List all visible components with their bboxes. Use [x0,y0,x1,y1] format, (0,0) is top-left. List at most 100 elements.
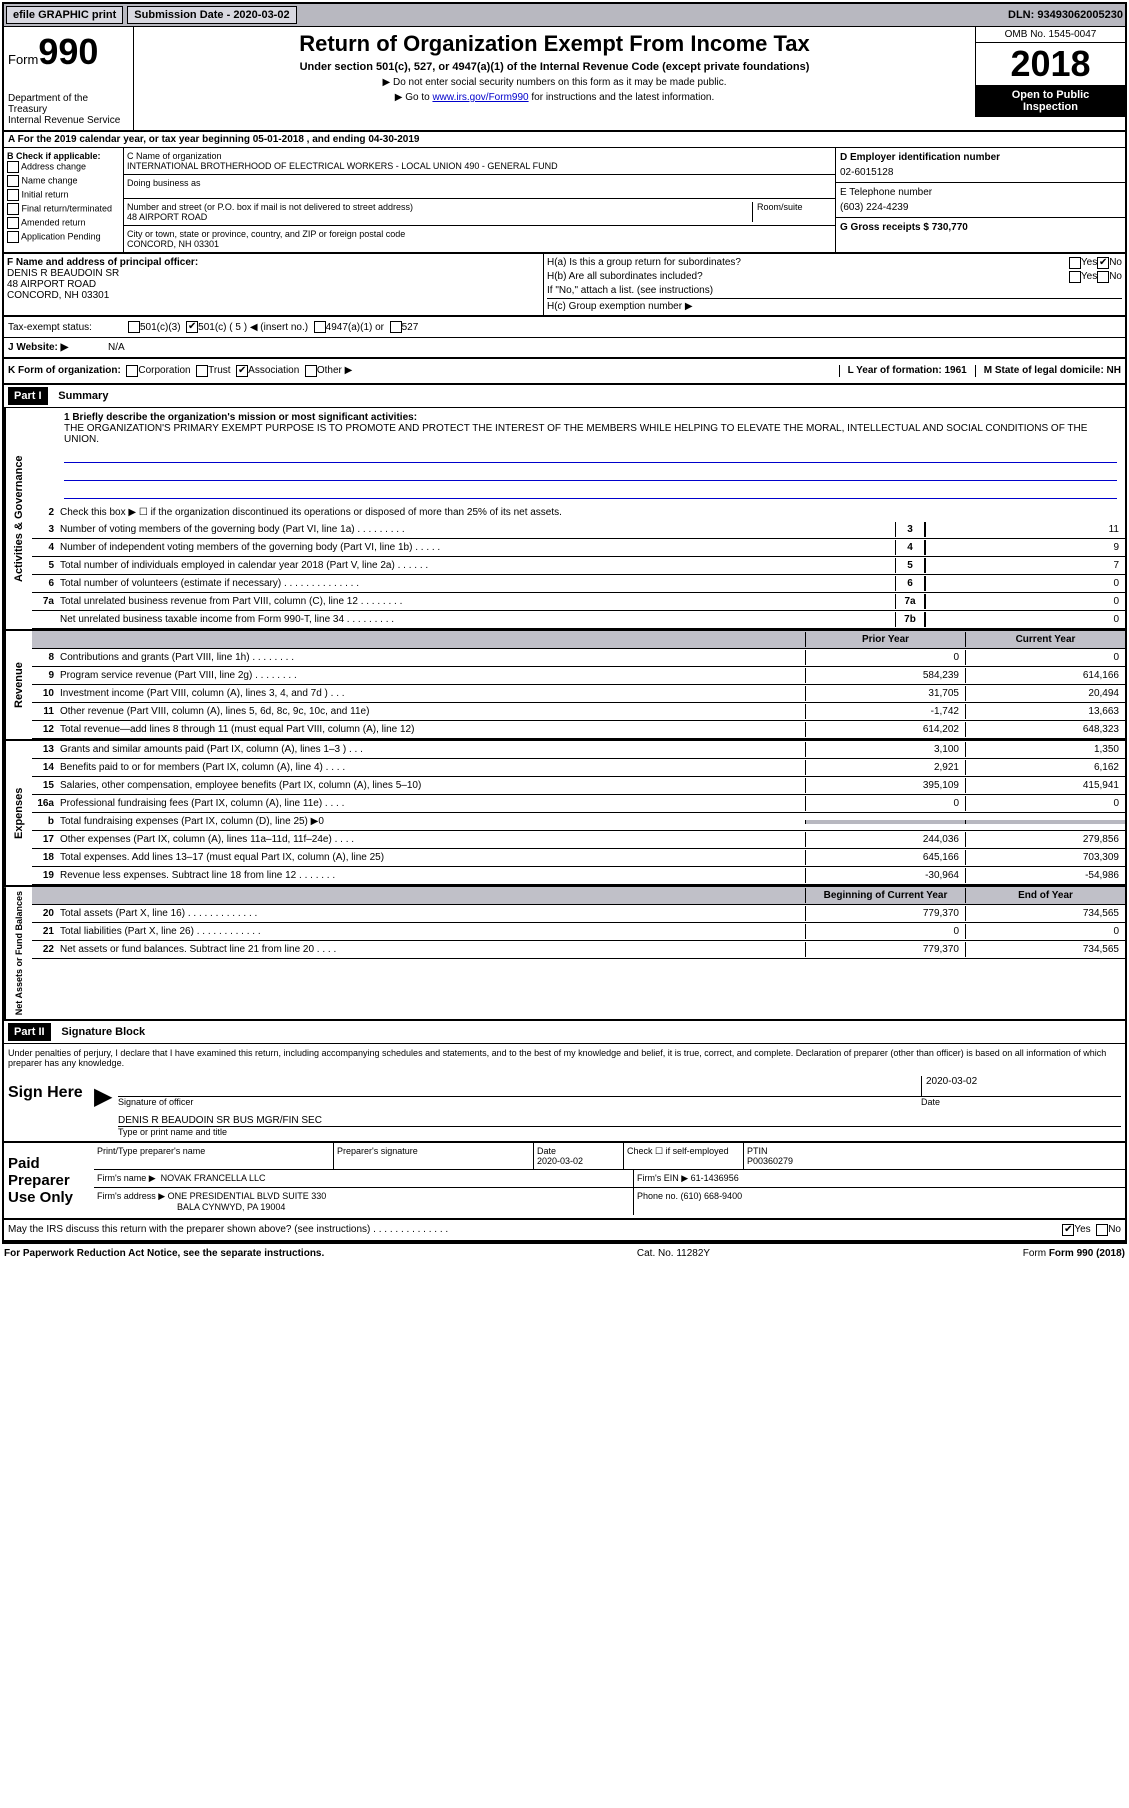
check-other[interactable] [305,365,317,377]
instr2-prefix: ▶ Go to [395,92,433,103]
check-527[interactable] [390,321,402,333]
check-assoc[interactable] [236,365,248,377]
phone-value: (603) 224-4239 [840,202,1121,213]
street-address: 48 AIRPORT ROAD [127,212,752,222]
line-num: 6 [32,578,60,589]
sig-date: 2020-03-02 [921,1076,1121,1096]
dln-label: DLN: 93493062005230 [1008,9,1123,21]
end-value: 0 [965,924,1125,939]
line1-label: 1 Briefly describe the organization's mi… [64,412,1117,423]
paid-prep-label: Paid Preparer Use Only [4,1143,94,1218]
box-num: 7b [895,612,925,627]
line-text: Benefits paid to or for members (Part IX… [60,760,805,775]
ein-value: 02-6015128 [840,167,1121,178]
submission-button[interactable]: Submission Date - 2020-03-02 [127,6,296,24]
top-bar: efile GRAPHIC print Submission Date - 20… [4,4,1125,27]
hc-label: H(c) Group exemption number ▶ [547,298,1122,312]
check-amended[interactable] [7,217,19,229]
officer-addr1: 48 AIRPORT ROAD [7,279,540,290]
main-title: Return of Organization Exempt From Incom… [138,31,971,57]
box-num: 4 [895,540,925,555]
current-value: 415,941 [965,778,1125,793]
public-1: Open to Public [980,89,1121,101]
officer-name: DENIS R BEAUDOIN SR [7,268,540,279]
part2-title: Signature Block [53,1026,145,1038]
prior-value: 614,202 [805,722,965,737]
line-text: Revenue less expenses. Subtract line 18 … [60,868,805,883]
check-trust[interactable] [196,365,208,377]
col-end: End of Year [965,888,1125,903]
k-label: K Form of organization: [8,365,121,377]
line-num: 7a [32,596,60,607]
omb-number: OMB No. 1545-0047 [975,27,1125,43]
ha-label: H(a) Is this a group return for subordin… [547,257,1069,269]
ha-yes[interactable] [1069,257,1081,269]
efile-button[interactable]: efile GRAPHIC print [6,6,123,24]
line-text: Salaries, other compensation, employee b… [60,778,805,793]
prep-name-label: Print/Type preparer's name [94,1143,334,1169]
line-value: 7 [925,558,1125,573]
hb-note: If "No," attach a list. (see instruction… [547,285,1122,296]
discuss-yes[interactable] [1062,1224,1074,1236]
line2-text: Check this box ▶ ☐ if the organization d… [60,505,1125,520]
current-value: -54,986 [965,868,1125,883]
current-value [965,820,1125,824]
form-label: Form [8,52,38,67]
check-501c[interactable] [186,321,198,333]
prior-value: 0 [805,650,965,665]
check-initial[interactable] [7,189,19,201]
line-num: 21 [32,926,60,937]
line-value: 11 [925,522,1125,537]
line-text: Net unrelated business taxable income fr… [60,612,895,627]
box-num: 3 [895,522,925,537]
line-text: Contributions and grants (Part VIII, lin… [60,650,805,665]
form-header: Form990 Department of the Treasury Inter… [4,27,1125,132]
check-corp[interactable] [126,365,138,377]
form990-link[interactable]: www.irs.gov/Form990 [432,92,528,103]
gross-receipts: G Gross receipts $ 730,770 [840,222,1121,233]
line-text: Total expenses. Add lines 13–17 (must eq… [60,850,805,865]
name-label: C Name of organization [127,151,832,161]
ha-no[interactable] [1097,257,1109,269]
check-address[interactable] [7,161,19,173]
check-name[interactable] [7,175,19,187]
firm-phone: Phone no. (610) 668-9400 [634,1188,1125,1215]
website-label: J Website: ▶ [8,342,108,353]
line-text: Other revenue (Part VIII, column (A), li… [60,704,805,719]
line-num: 10 [32,688,60,699]
room-label: Room/suite [752,202,832,222]
prior-value: 0 [805,796,965,811]
city-label: City or town, state or province, country… [127,229,832,239]
col-begin: Beginning of Current Year [805,888,965,903]
prior-value: 645,166 [805,850,965,865]
subtitle: Under section 501(c), 527, or 4947(a)(1)… [138,61,971,73]
line-num: 16a [32,798,60,809]
line-text: Program service revenue (Part VIII, line… [60,668,805,683]
check-501c3[interactable] [128,321,140,333]
discuss-no[interactable] [1096,1224,1108,1236]
hb-no[interactable] [1097,271,1109,283]
line-value: 0 [925,594,1125,609]
line-num: 12 [32,724,60,735]
line-text: Total liabilities (Part X, line 26) . . … [60,924,805,939]
prior-value [805,820,965,824]
irs-label: Internal Revenue Service [8,115,129,126]
line-text: Professional fundraising fees (Part IX, … [60,796,805,811]
begin-value: 779,370 [805,906,965,921]
side-governance: Activities & Governance [4,408,32,629]
firm-addr2: BALA CYNWYD, PA 19004 [177,1202,285,1212]
current-value: 703,309 [965,850,1125,865]
col-current: Current Year [965,632,1125,647]
line-text: Total number of volunteers (estimate if … [60,576,895,591]
check-pending[interactable] [7,231,19,243]
check-final[interactable] [7,203,19,215]
line-value: 9 [925,540,1125,555]
check-4947[interactable] [314,321,326,333]
footer-right: Form Form 990 (2018) [1023,1248,1125,1259]
discuss-text: May the IRS discuss this return with the… [8,1224,448,1236]
prior-value: 3,100 [805,742,965,757]
line-num: 17 [32,834,60,845]
hb-yes[interactable] [1069,271,1081,283]
line-text: Net assets or fund balances. Subtract li… [60,942,805,957]
dba-label: Doing business as [127,178,832,188]
